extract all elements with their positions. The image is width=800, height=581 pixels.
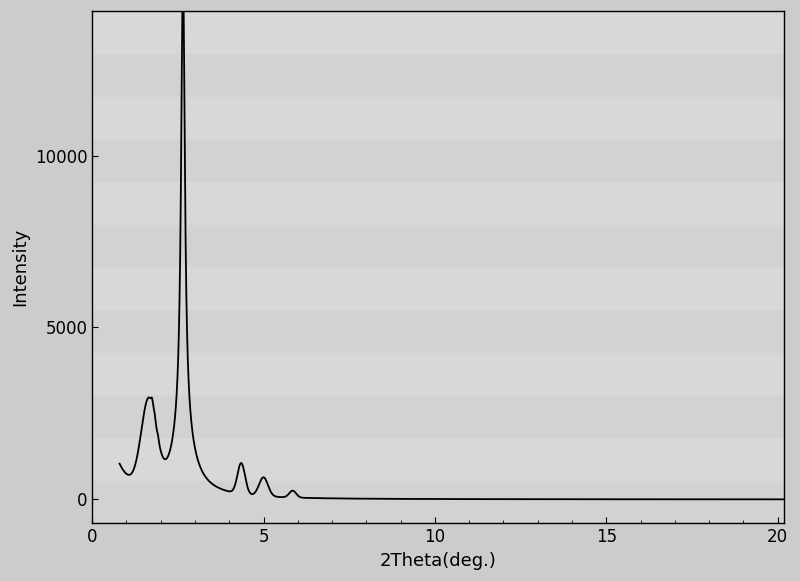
- Bar: [92, 11, 785, 54]
- Bar: [92, 139, 785, 182]
- Bar: [92, 480, 785, 523]
- Bar: [92, 438, 785, 480]
- Bar: [92, 267, 785, 310]
- Bar: [92, 353, 785, 396]
- X-axis label: 2Theta(deg.): 2Theta(deg.): [380, 552, 497, 570]
- Y-axis label: Intensity: Intensity: [11, 228, 29, 306]
- Bar: [92, 54, 785, 96]
- Bar: [92, 96, 785, 139]
- Bar: [92, 310, 785, 353]
- Bar: [92, 225, 785, 267]
- Bar: [92, 396, 785, 438]
- Bar: [92, 182, 785, 225]
